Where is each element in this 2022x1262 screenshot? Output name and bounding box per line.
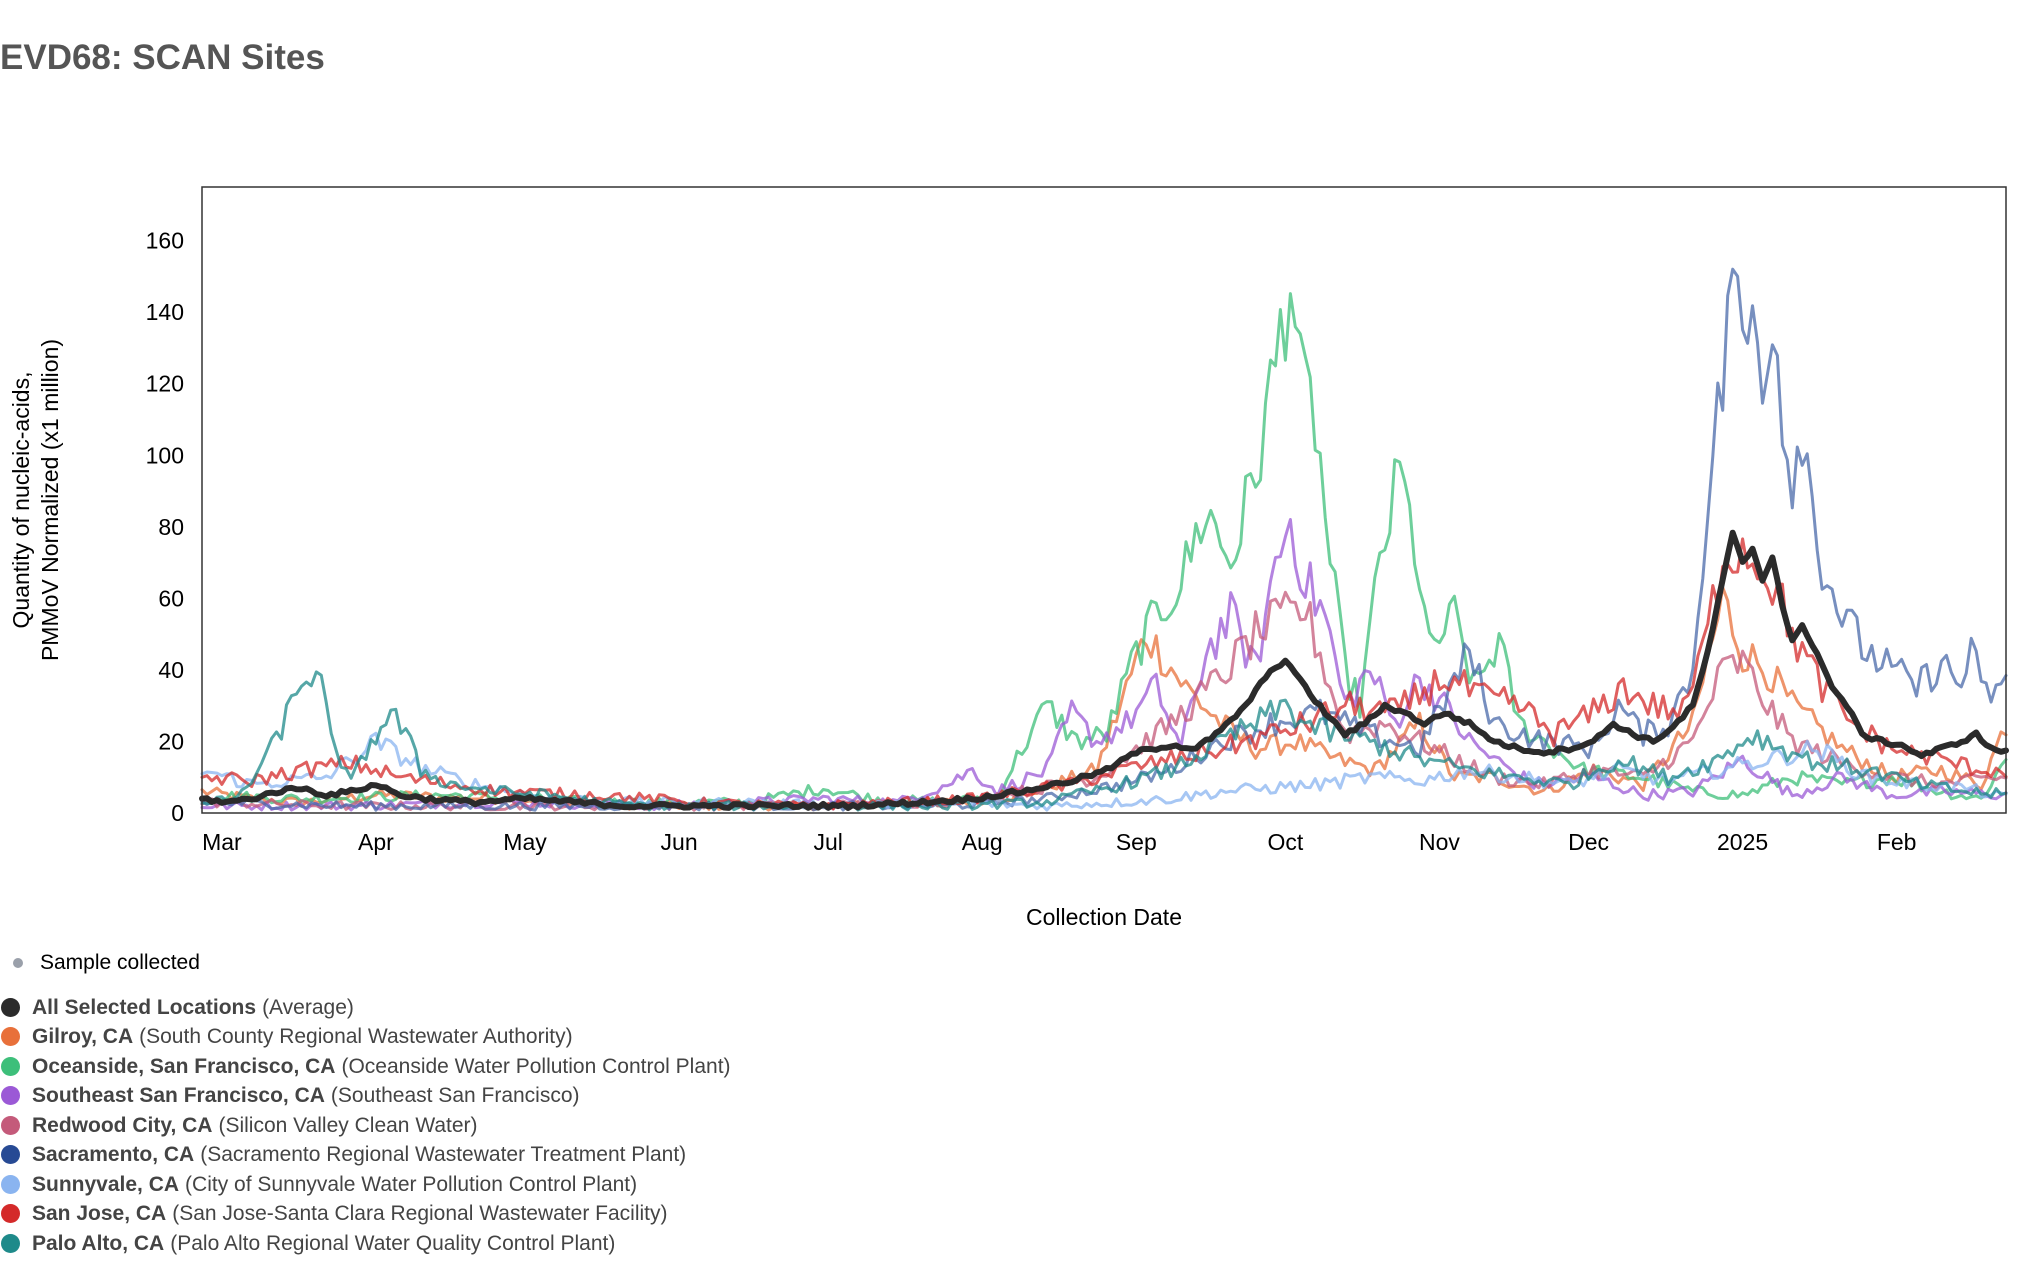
legend-item-desc: (Sacramento Regional Wastewater Treatmen…	[200, 1143, 687, 1166]
legend-color-dot-icon	[1, 1027, 20, 1047]
series-line-san-jose-ca[interactable]	[200, 537, 2008, 811]
y-tick-label: 20	[158, 728, 184, 754]
x-tick-label: Sep	[1116, 829, 1157, 855]
x-tick-label: Nov	[1419, 829, 1460, 855]
series-line-average[interactable]	[199, 529, 2009, 811]
legend-color-dot-icon	[1, 1056, 20, 1076]
x-axis-label: Collection Date	[1026, 904, 1182, 930]
legend: Sample collected All Selected Locations(…	[0, 948, 731, 1258]
legend-color-dot-icon	[1, 1174, 20, 1194]
legend-color-dot-icon	[1, 1115, 20, 1135]
legend-color-dot-icon	[1, 1086, 20, 1106]
legend-item[interactable]: San Jose, CA (San Jose-Santa Clara Region…	[0, 1199, 731, 1229]
y-tick-label: 100	[146, 442, 184, 468]
legend-item-desc: (San Jose-Santa Clara Regional Wastewate…	[172, 1202, 668, 1225]
legend-item[interactable]: Oceanside, San Francisco, CA (Oceanside W…	[0, 1052, 731, 1082]
legend-item-name: Southeast San Francisco, CA	[32, 1084, 325, 1107]
legend-color-dot-icon	[1, 1204, 20, 1224]
legend-item-name: Oceanside, San Francisco, CA	[32, 1054, 336, 1078]
sample-collected-label: Sample collected	[40, 951, 200, 974]
legend-item-desc: (Average)	[262, 995, 354, 1019]
legend-item-name: Sacramento, CA	[32, 1143, 195, 1166]
legend-item[interactable]: Southeast San Francisco, CA (Southeast Sa…	[0, 1081, 731, 1111]
y-axis-label-line: Quantity of nucleic-acids,	[8, 372, 34, 629]
y-tick-label: 120	[146, 371, 184, 397]
x-tick-label: Oct	[1268, 829, 1304, 855]
legend-item-name: Sunnyvale, CA	[32, 1172, 180, 1196]
legend-item-name: San Jose, CA	[32, 1202, 167, 1225]
legend-item-desc: (South County Regional Wastewater Author…	[139, 1025, 573, 1048]
x-tick-label: Jun	[661, 829, 698, 855]
legend-item[interactable]: Gilroy, CA (South County Regional Wastewa…	[0, 1022, 731, 1052]
plot-frame	[201, 186, 2007, 814]
legend-item-desc: (Oceanside Water Pollution Control Plant…	[341, 1054, 731, 1078]
legend-item-desc: (Southeast San Francisco)	[330, 1084, 580, 1107]
y-tick-label: 80	[158, 514, 184, 540]
legend-item-desc: (City of Sunnyvale Water Pollution Contr…	[185, 1172, 638, 1196]
y-axis-label: Quantity of nucleic-acids, PMMoV Normaliz…	[8, 339, 63, 661]
y-tick-label: 40	[158, 657, 184, 683]
legend-item-name: Gilroy, CA	[32, 1025, 134, 1048]
chart-title: EVD68: SCAN Sites	[0, 38, 325, 77]
x-tick-label: May	[503, 829, 547, 855]
legend-item-name: Palo Alto, CA	[32, 1231, 165, 1255]
y-tick-label: 160	[146, 228, 184, 254]
x-tick-label: Mar	[202, 829, 242, 855]
y-tick-label: 60	[158, 585, 184, 611]
legend-item[interactable]: Sunnyvale, CA (City of Sunnyvale Water Po…	[0, 1170, 731, 1200]
x-tick-label: Feb	[1877, 829, 1917, 855]
legend-item[interactable]: All Selected Locations (Average)	[0, 993, 731, 1023]
x-tick-label: Apr	[358, 829, 394, 855]
series-line-palo-alto-ca[interactable]	[200, 670, 2008, 812]
y-tick-label: 0	[171, 800, 184, 826]
legend-sample-collected: Sample collected	[0, 948, 731, 978]
legend-color-dot-icon	[1, 1233, 20, 1253]
legend-item-name: All Selected Locations	[32, 995, 257, 1019]
x-tick-label: Jul	[813, 829, 842, 855]
legend-color-dot-icon	[1, 997, 20, 1017]
series-layer[interactable]	[199, 267, 2009, 812]
legend-item[interactable]: Palo Alto, CA (Palo Alto Regional Water Q…	[0, 1229, 731, 1259]
series-line-oceanside-san-francisco-ca[interactable]	[200, 292, 2008, 809]
series-line-redwood-city-ca[interactable]	[200, 590, 2008, 812]
legend-item[interactable]: Redwood City, CA (Silicon Valley Clean Wa…	[0, 1111, 731, 1141]
y-tick-label: 140	[146, 299, 184, 325]
legend-item-desc: (Silicon Valley Clean Water)	[218, 1113, 478, 1137]
sample-dot-icon	[13, 957, 23, 968]
legend-color-dot-icon	[1, 1145, 20, 1165]
legend-item-name: Redwood City, CA	[32, 1113, 213, 1137]
series-line-sacramento-ca[interactable]	[200, 267, 2008, 812]
legend-items: All Selected Locations (Average) Gilroy, C…	[0, 993, 731, 1259]
legend-item[interactable]: Sacramento, CA (Sacramento Regional Waste…	[0, 1140, 731, 1170]
y-axis-label-line: PMMoV Normalized (x1 million)	[37, 339, 63, 661]
x-tick-label: Dec	[1568, 829, 1609, 855]
x-tick-label: 2025	[1717, 829, 1768, 855]
x-tick-label: Aug	[962, 829, 1003, 855]
legend-item-desc: (Palo Alto Regional Water Quality Contro…	[170, 1231, 616, 1255]
axis-ticks: 0 20 40 60 80 100 120 140 160 Mar Apr May Jun Jul Aug S…	[146, 228, 1917, 855]
